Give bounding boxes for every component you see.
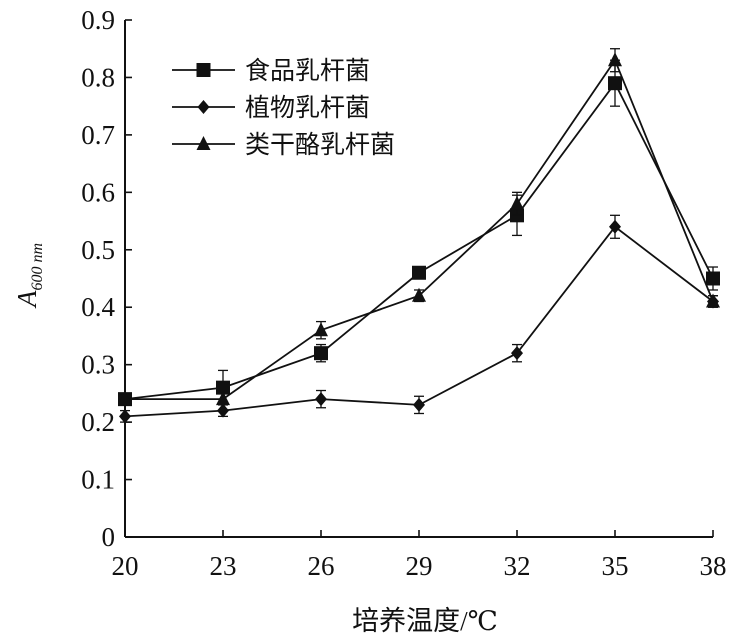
legend-label: 食品乳杆菌 <box>245 56 370 85</box>
data-point <box>315 392 327 407</box>
data-point <box>609 219 621 234</box>
series-square <box>118 59 720 407</box>
y-axis-title: A600 nm <box>12 243 46 309</box>
x-tick-label: 23 <box>210 551 237 581</box>
y-tick-label: 0.5 <box>81 235 115 265</box>
x-tick-label: 38 <box>700 551 727 581</box>
series-triangle <box>118 48 720 406</box>
data-point <box>216 391 230 406</box>
x-axis-title: 培养温度/℃ <box>352 606 498 636</box>
data-point <box>118 391 132 406</box>
x-tick-label: 35 <box>602 551 629 581</box>
data-point <box>608 52 622 67</box>
data-point <box>217 403 229 418</box>
data-point <box>314 322 328 337</box>
data-point <box>412 265 426 280</box>
x-tick-label: 20 <box>112 551 139 581</box>
x-tick-label: 29 <box>406 551 433 581</box>
y-axis-title-main: A <box>12 290 42 309</box>
legend-label: 植物乳杆菌 <box>245 93 370 122</box>
legend-label: 类干酪乳杆菌 <box>245 130 395 159</box>
data-point <box>511 346 523 361</box>
data-point <box>413 397 425 412</box>
y-tick-label: 0.4 <box>81 292 115 322</box>
y-axis-title-sub: 600 nm <box>29 243 46 291</box>
series-line <box>124 81 714 401</box>
data-point <box>608 76 622 91</box>
data-point <box>216 380 230 395</box>
legend-marker <box>197 100 210 114</box>
data-point <box>706 271 720 286</box>
series-layer <box>118 48 720 424</box>
y-tick-label: 0.1 <box>81 465 115 495</box>
series-line <box>125 58 714 401</box>
y-tick-label: 0.7 <box>81 120 115 150</box>
data-point <box>119 409 131 424</box>
y-tick-label: 0.2 <box>81 407 115 437</box>
series-diamond <box>119 214 719 424</box>
y-tick-label: 0.6 <box>81 177 115 207</box>
x-tick-label: 26 <box>308 551 335 581</box>
legend-item: 类干酪乳杆菌 <box>172 130 395 159</box>
legend-item: 植物乳杆菌 <box>172 93 370 122</box>
legend-item: 食品乳杆菌 <box>172 56 370 85</box>
legend-marker <box>196 63 211 77</box>
y-tick-label: 0.8 <box>81 62 115 92</box>
x-tick-label: 32 <box>504 551 531 581</box>
y-tick-label: 0 <box>102 522 116 552</box>
data-point <box>510 195 524 210</box>
legend-marker <box>196 136 211 150</box>
data-point <box>314 346 328 361</box>
y-tick-label: 0.9 <box>81 5 115 35</box>
data-point <box>706 293 720 308</box>
y-tick-label: 0.3 <box>81 350 115 380</box>
data-point <box>412 287 426 302</box>
axes: 0 0.1 0.2 0.3 0.4 0.5 0.6 0.7 0.8 0.9 20 23 26 29 32 35… <box>81 5 726 581</box>
